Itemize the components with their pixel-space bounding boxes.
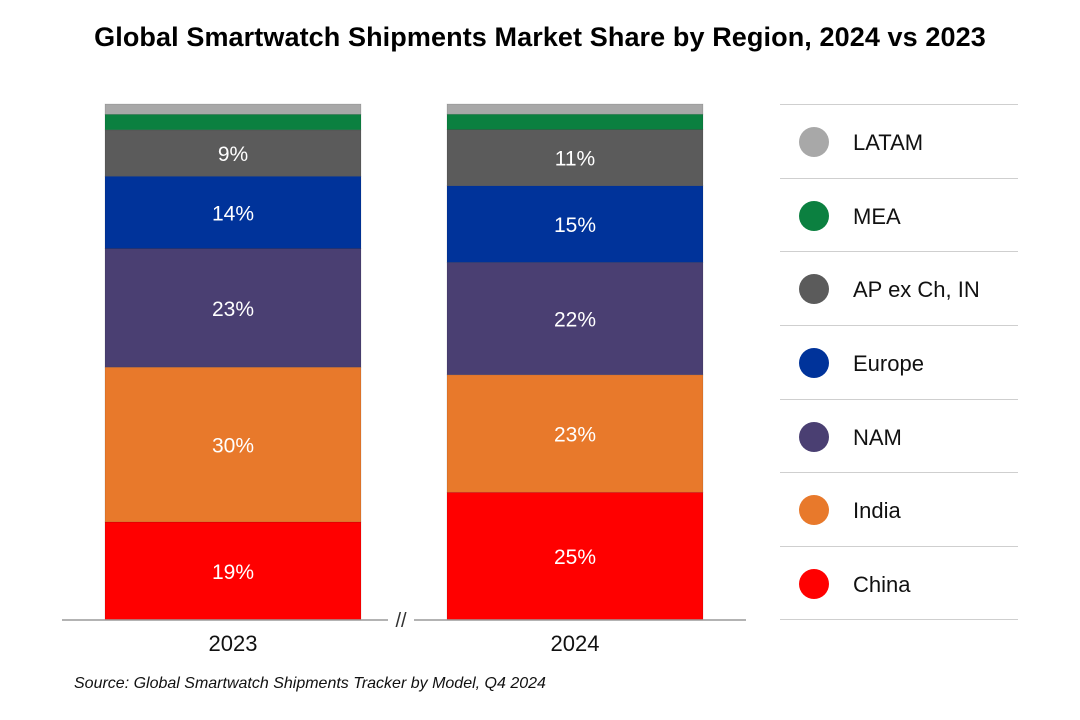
legend-item-latam: LATAM bbox=[780, 104, 1018, 178]
legend-swatch-nam bbox=[799, 421, 829, 452]
legend-item-china: China bbox=[780, 546, 1018, 620]
legend-label-china: China bbox=[853, 572, 911, 598]
data-label-india-2024: 23% bbox=[554, 424, 596, 447]
legend-label-nam: NAM bbox=[853, 424, 902, 450]
legend-item-india: India bbox=[780, 472, 1018, 546]
bar-segment-mea-2024 bbox=[446, 113, 704, 130]
bar-segment-latam-2024 bbox=[446, 103, 704, 115]
data-label-europe-2023: 14% bbox=[212, 202, 254, 225]
bar-segment-nam-2023 bbox=[104, 248, 362, 368]
legend-swatch-mea bbox=[799, 200, 829, 231]
bar-segment-nam-2024 bbox=[446, 262, 704, 376]
data-label-ap-ex-ch-in-2023: 9% bbox=[218, 143, 248, 166]
bar-segment-china-2024 bbox=[446, 491, 704, 621]
legend-swatch-china bbox=[799, 569, 829, 600]
legend-item-mea: MEA bbox=[780, 177, 1018, 252]
data-label-nam-2024: 22% bbox=[554, 309, 596, 332]
bar-segment-europe-2023 bbox=[104, 175, 362, 249]
legend-item-europe: Europe bbox=[780, 325, 1018, 399]
legend-item-ap-ex-ch-in: AP ex Ch, IN bbox=[780, 251, 1018, 325]
bar-segment-ap-ex-ch-in-2023 bbox=[104, 129, 362, 177]
bar-segment-latam-2023 bbox=[104, 103, 362, 115]
bar-segment-india-2024 bbox=[446, 374, 704, 493]
x-tick-label-2023: 2023 bbox=[209, 631, 258, 656]
legend-label-mea: MEA bbox=[853, 203, 901, 229]
axis-break-marker: // bbox=[395, 610, 407, 632]
x-tick-labels: 2023 2024 bbox=[209, 631, 600, 656]
legend-label-india: India bbox=[853, 498, 901, 524]
legend-swatch-ap-ex-ch-in bbox=[799, 274, 829, 305]
segment-labels-layer: 19% 30% 23% 14% 9% 25% 23% 22% 15% 11% bbox=[212, 143, 596, 584]
legend-swatch-latam bbox=[799, 127, 829, 157]
legend-label-ap-ex-ch-in: AP ex Ch, IN bbox=[853, 277, 980, 303]
data-label-china-2024: 25% bbox=[554, 546, 596, 569]
bars-layer bbox=[104, 103, 704, 621]
data-label-china-2023: 19% bbox=[212, 561, 254, 584]
legend-swatch-europe bbox=[799, 348, 829, 379]
chart-title: Global Smartwatch Shipments Market Share… bbox=[94, 22, 986, 52]
axis-break-gap bbox=[388, 612, 414, 626]
source-note: Source: Global Smartwatch Shipments Trac… bbox=[74, 675, 546, 692]
data-label-europe-2024: 15% bbox=[554, 214, 596, 237]
data-label-nam-2023: 23% bbox=[212, 298, 254, 321]
data-label-india-2023: 30% bbox=[212, 435, 254, 458]
legend-label-europe: Europe bbox=[853, 351, 924, 377]
legend-label-latam: LATAM bbox=[853, 130, 924, 155]
legend-swatch-india bbox=[799, 495, 829, 526]
legend-item-nam: NAM bbox=[780, 398, 1018, 473]
legend: LATAM MEA AP ex Ch, IN Europe NAM India China bbox=[780, 104, 1018, 620]
bar-segment-mea-2023 bbox=[104, 114, 362, 131]
bar-segment-europe-2024 bbox=[446, 185, 704, 263]
bar-segment-china-2023 bbox=[104, 521, 362, 621]
x-tick-label-2024: 2024 bbox=[551, 631, 600, 656]
data-label-ap-ex-ch-in-2024: 11% bbox=[555, 148, 595, 171]
